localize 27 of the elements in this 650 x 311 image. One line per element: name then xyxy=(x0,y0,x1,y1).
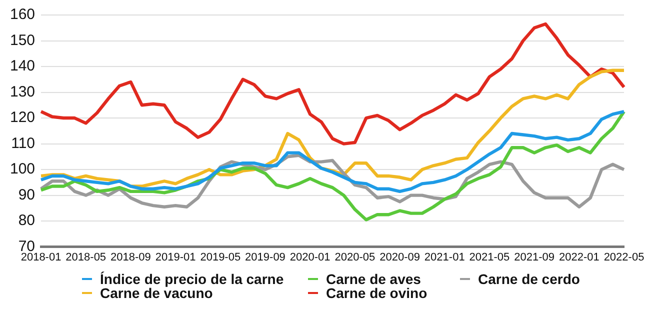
y-tick-label: 90 xyxy=(18,186,36,204)
x-tick-label: 2020-01 xyxy=(290,251,330,264)
x-tick-label: 2018-09 xyxy=(110,251,151,264)
x-tick-label: 2021-01 xyxy=(424,251,465,264)
y-tick-label: 100 xyxy=(10,160,36,178)
y-tick-label: 160 xyxy=(10,6,36,24)
x-tick-label: 2022-01 xyxy=(558,251,600,264)
legend-label: Carne de aves xyxy=(326,271,421,287)
x-tick-label: 2019-09 xyxy=(245,251,286,264)
x-tick-label: 2021-09 xyxy=(514,251,554,264)
legend-label: Carne de cerdo xyxy=(478,271,580,287)
x-tick-label: 2018-05 xyxy=(66,251,106,264)
y-tick-label: 120 xyxy=(10,109,36,126)
y-tick-label: 150 xyxy=(10,32,36,49)
x-tick-label: 2021-05 xyxy=(469,251,510,264)
x-tick-label: 2022-05 xyxy=(604,251,644,264)
y-tick-label: 140 xyxy=(10,58,36,75)
x-tick-label: 2020-05 xyxy=(334,251,376,264)
x-tick-label: 2019-01 xyxy=(155,251,196,264)
legend-label: Carne de ovino xyxy=(326,285,428,301)
y-tick-label: 80 xyxy=(18,212,36,230)
x-tick-label: 2020-09 xyxy=(380,251,420,264)
y-tick-label: 130 xyxy=(10,83,36,100)
x-tick-label: 2019-05 xyxy=(200,251,241,264)
x-tick-label: 2018-01 xyxy=(20,251,62,264)
legend-label: Índice de precio de la carne xyxy=(100,271,284,287)
y-tick-label: 110 xyxy=(11,134,36,152)
